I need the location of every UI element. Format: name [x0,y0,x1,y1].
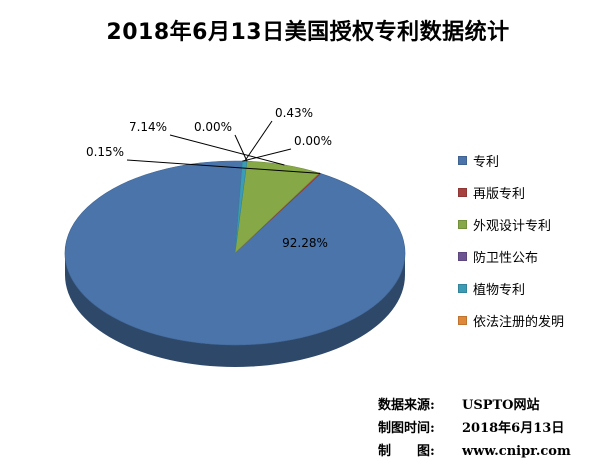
date-line: 制图时间:2018年6月13日 [378,417,571,440]
legend: 专利再版专利外观设计专利防卫性公布植物专利依法注册的发明 [458,152,564,344]
slice-label-2: 7.14% [129,120,167,134]
slice-label-4: 0.43% [275,106,313,120]
legend-item: 依法注册的发明 [458,312,564,328]
slice-label-3: 0.00% [194,120,232,134]
legend-label: 专利 [473,151,499,170]
legend-label: 外观设计专利 [473,215,551,234]
leader-line-2 [170,135,284,165]
author-line: 制 图:www.cnipr.com [378,440,571,463]
legend-swatch [458,284,467,293]
date-value: 2018年6月13日 [462,421,564,436]
source-label: 数据来源: [378,394,462,417]
source-value: USPTO网站 [462,398,540,413]
legend-item: 再版专利 [458,184,564,200]
legend-label: 依法注册的发明 [473,311,564,330]
slice-label-0: 92.28% [282,236,328,250]
leader-line-5 [242,149,291,161]
legend-item: 专利 [458,152,564,168]
legend-swatch [458,316,467,325]
leader-line-3 [235,135,247,161]
legend-item: 防卫性公布 [458,248,564,264]
date-label: 制图时间: [378,417,462,440]
legend-swatch [458,188,467,197]
slice-label-5: 0.00% [294,134,332,148]
legend-swatch [458,156,467,165]
author-value: www.cnipr.com [462,444,571,459]
legend-label: 再版专利 [473,183,525,202]
author-label: 制 图: [378,440,462,463]
pie-tops [65,161,405,345]
slice-label-1: 0.15% [86,145,124,159]
legend-swatch [458,220,467,229]
legend-item: 外观设计专利 [458,216,564,232]
legend-item: 植物专利 [458,280,564,296]
legend-label: 植物专利 [473,279,525,298]
legend-label: 防卫性公布 [473,247,538,266]
source-line: 数据来源:USPTO网站 [378,394,571,417]
legend-swatch [458,252,467,261]
source-block: 数据来源:USPTO网站 制图时间:2018年6月13日 制 图:www.cni… [378,394,571,463]
